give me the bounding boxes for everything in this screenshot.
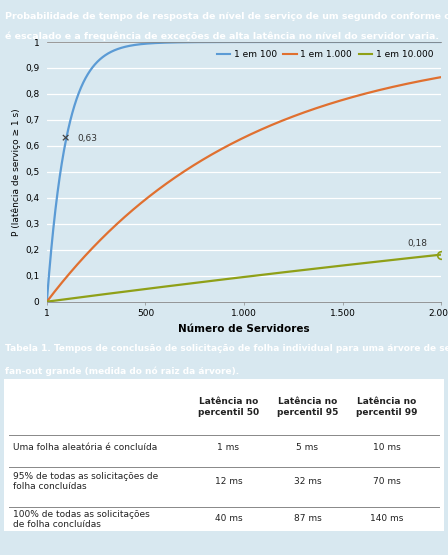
Text: 140 ms: 140 ms [370,514,403,523]
Text: Latência no
percentil 99: Latência no percentil 99 [356,397,417,417]
Text: é escalado e a frequência de exceções de alta latência no nível do servidor vari: é escalado e a frequência de exceções de… [5,32,439,41]
Text: 10 ms: 10 ms [373,443,401,452]
Text: Probabilidade de tempo de resposta de nível de serviço de um segundo conforme o : Probabilidade de tempo de resposta de ní… [5,12,448,21]
Text: folha concluídas: folha concluídas [13,482,87,491]
Text: 40 ms: 40 ms [215,514,242,523]
Text: 0,18: 0,18 [408,239,428,248]
Text: 5 ms: 5 ms [297,443,319,452]
Text: 32 ms: 32 ms [293,477,321,486]
Legend: 1 em 100, 1 em 1.000, 1 em 10.000: 1 em 100, 1 em 1.000, 1 em 10.000 [213,47,437,63]
Text: 70 ms: 70 ms [373,477,401,486]
Y-axis label: P (latência de serviço ≥ 1 s): P (latência de serviço ≥ 1 s) [12,108,21,236]
Text: Uma folha aleatória é concluída: Uma folha aleatória é concluída [13,443,158,452]
Text: Latência no
percentil 95: Latência no percentil 95 [277,397,338,417]
Text: ×: × [60,133,70,143]
Text: fan-out grande (medida do nó raiz da árvore).: fan-out grande (medida do nó raiz da árv… [5,366,240,376]
Text: 95% de todas as solicitações de: 95% de todas as solicitações de [13,472,159,481]
Text: Latência no
percentil 50: Latência no percentil 50 [198,397,259,417]
Text: Tabela 1. Tempos de conclusão de solicitação de folha individual para uma árvore: Tabela 1. Tempos de conclusão de solicit… [5,344,448,354]
X-axis label: Número de Servidores: Número de Servidores [178,324,310,334]
Text: 1 ms: 1 ms [217,443,239,452]
Text: 0,63: 0,63 [78,134,97,143]
FancyBboxPatch shape [4,379,444,531]
Text: 100% de todas as solicitações: 100% de todas as solicitações [13,509,150,519]
Text: de folha concluídas: de folha concluídas [13,521,101,529]
Text: 87 ms: 87 ms [293,514,321,523]
Text: 12 ms: 12 ms [215,477,242,486]
